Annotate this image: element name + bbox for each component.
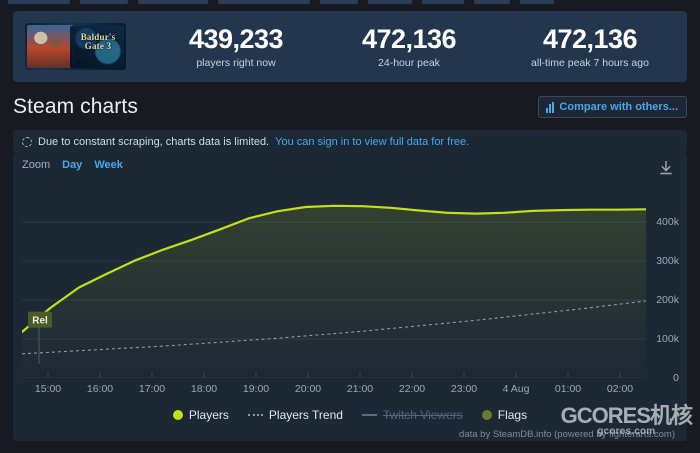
capsule-characters-art: [27, 25, 73, 68]
nav-item-5[interactable]: [368, 0, 412, 4]
game-capsule-image[interactable]: Baldur's Gate 3: [25, 23, 126, 70]
stat-label: 24-hour peak: [378, 57, 440, 69]
nav-item-1[interactable]: [80, 0, 128, 4]
x-tick-label-9: 4 Aug: [502, 383, 530, 395]
nav-item-7[interactable]: [474, 0, 510, 4]
game-stats-band: Baldur's Gate 3 439,233 players right no…: [13, 11, 687, 82]
y-tick-label-4: 400k: [656, 216, 679, 229]
zoom-controls: Zoom Day Week: [22, 159, 123, 171]
stat-label: players right now: [196, 57, 276, 69]
sign-in-link[interactable]: You can sign in to view full data for fr…: [275, 135, 470, 148]
page-title: Steam charts: [13, 95, 138, 118]
chart-credit-text: data by SteamDB.info (powered by fighter…: [459, 429, 675, 440]
x-tick-label-10: 01:00: [554, 383, 582, 395]
x-tick-label-5: 20:00: [294, 383, 322, 395]
chart-plot-area[interactable]: Rel: [22, 191, 646, 378]
legend-label: Players: [188, 408, 229, 422]
compare-bars-icon: [546, 101, 555, 113]
x-tick-label-6: 21:00: [346, 383, 374, 395]
y-tick-label-3: 300k: [656, 255, 679, 268]
capsule-background-art: [70, 26, 124, 68]
zoom-label: Zoom: [22, 159, 51, 171]
x-tick-label-3: 18:00: [190, 383, 218, 395]
nav-item-8[interactable]: [520, 0, 554, 4]
nav-item-4[interactable]: [320, 0, 358, 4]
stat-all-time-peak: 472,136 all-time peak 7 hours ago: [494, 24, 686, 69]
section-header: Steam charts Compare with others...: [13, 92, 687, 122]
stat-label: all-time peak 7 hours ago: [531, 57, 649, 69]
zoom-option-day[interactable]: Day: [62, 159, 83, 171]
nav-item-3[interactable]: [218, 0, 310, 4]
svg-text:Rel: Rel: [32, 316, 48, 327]
stat-value: 439,233: [188, 24, 284, 54]
top-navbar-cutoff: [0, 0, 700, 9]
stat-24-hour-peak: 472,136 24-hour peak: [324, 24, 494, 69]
nav-item-6[interactable]: [422, 0, 464, 4]
x-tick-label-1: 16:00: [86, 383, 114, 395]
x-tick-label-8: 23:00: [450, 383, 478, 395]
players-line: [22, 204, 646, 334]
chart-legend: Players Players Trend Twitch Viewers Flags: [13, 408, 687, 422]
loading-spinner-icon: [22, 136, 32, 147]
stat-value: 472,136: [542, 24, 638, 54]
compare-button-label: Compare with others...: [559, 101, 678, 113]
zoom-option-week[interactable]: Week: [94, 159, 123, 171]
x-tick-label-7: 22:00: [398, 383, 426, 395]
notice-text: Due to constant scraping, charts data is…: [38, 135, 270, 148]
legend-label: Twitch Viewers: [382, 408, 463, 422]
x-tick-label-4: 19:00: [242, 383, 270, 395]
legend-item-players[interactable]: Players: [172, 408, 229, 422]
stat-players-right-now: 439,233 players right now: [148, 24, 324, 69]
capsule-title-text: Baldur's Gate 3: [80, 32, 116, 51]
legend-item-twitch-viewers[interactable]: Twitch Viewers: [361, 408, 463, 422]
nav-item-2[interactable]: [138, 0, 208, 4]
legend-marker-dot-icon: [172, 410, 183, 420]
chart-x-axis-labels: 15:00 16:00 17:00 18:00 19:00 20:00 21:00 22:00…: [22, 383, 646, 397]
legend-marker-solid-line-icon: [361, 414, 377, 416]
compare-with-others-button[interactable]: Compare with others...: [538, 96, 687, 118]
nav-item-0[interactable]: [8, 0, 70, 4]
limited-data-notice: Due to constant scraping, charts data is…: [13, 130, 687, 153]
legend-label: Players Trend: [268, 408, 343, 422]
x-tick-label-11: 02:00: [606, 383, 634, 395]
download-icon[interactable]: [657, 158, 675, 178]
chart-y-axis-labels: 0 100k 200k 300k 400k: [647, 191, 679, 384]
players-trend-line: [22, 300, 646, 355]
legend-item-players-trend[interactable]: Players Trend: [247, 408, 343, 422]
legend-marker-dashed-line-icon: [247, 414, 263, 416]
legend-label: Flags: [497, 408, 528, 422]
stat-value: 472,136: [361, 24, 457, 54]
x-tick-label-2: 17:00: [138, 383, 166, 395]
legend-marker-dot-icon: [481, 410, 492, 420]
flag-marker-rel: Rel: [28, 311, 52, 364]
steam-charts-panel: Zoom Day Week Rel 0 100k 200k 300k 400k 15:0…: [13, 153, 687, 441]
x-tick-label-0: 15:00: [34, 383, 62, 395]
players-area-fill: [22, 205, 646, 378]
legend-item-flags[interactable]: Flags: [481, 408, 528, 422]
y-tick-label-1: 100k: [656, 333, 679, 346]
y-tick-label-2: 200k: [656, 294, 679, 307]
chart-svg: Rel: [22, 204, 646, 378]
y-tick-label-0: 0: [673, 372, 679, 384]
